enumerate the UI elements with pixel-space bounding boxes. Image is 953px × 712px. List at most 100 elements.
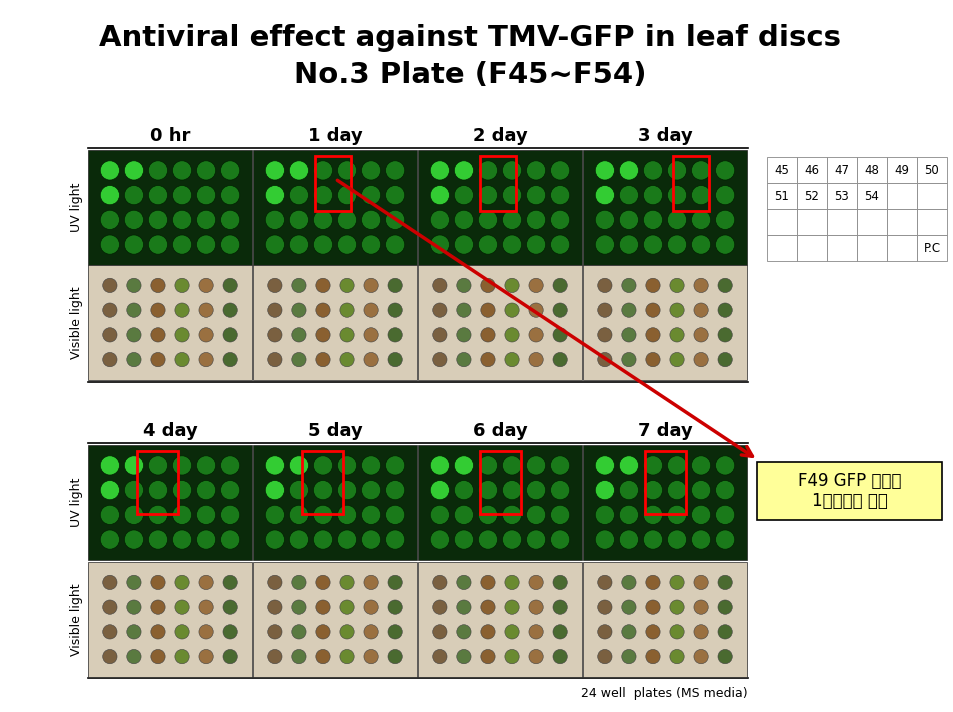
Circle shape — [363, 575, 377, 590]
Circle shape — [199, 575, 213, 590]
Bar — [253, 562, 416, 677]
Circle shape — [223, 575, 237, 590]
Text: 51: 51 — [774, 189, 789, 202]
Circle shape — [339, 600, 354, 614]
Circle shape — [100, 186, 119, 205]
Circle shape — [149, 235, 168, 254]
Circle shape — [268, 575, 282, 590]
Circle shape — [339, 575, 354, 590]
Circle shape — [693, 649, 707, 664]
Circle shape — [504, 624, 518, 639]
Circle shape — [691, 506, 710, 525]
Bar — [826, 209, 856, 235]
Text: 2 day: 2 day — [473, 127, 527, 145]
Circle shape — [315, 278, 330, 293]
Circle shape — [595, 456, 614, 475]
Circle shape — [618, 161, 638, 180]
Bar — [479, 156, 516, 211]
Circle shape — [149, 186, 168, 205]
Circle shape — [172, 456, 192, 475]
Circle shape — [642, 530, 662, 549]
Circle shape — [268, 303, 282, 318]
Circle shape — [477, 506, 497, 525]
Circle shape — [313, 530, 333, 549]
Circle shape — [480, 600, 495, 614]
Text: 6 day: 6 day — [473, 422, 527, 440]
Circle shape — [598, 303, 612, 318]
Circle shape — [100, 161, 119, 180]
Circle shape — [667, 481, 686, 500]
Circle shape — [553, 278, 567, 293]
Circle shape — [149, 481, 168, 500]
Bar — [886, 183, 916, 209]
Bar — [137, 451, 178, 514]
Circle shape — [645, 600, 659, 614]
Circle shape — [598, 328, 612, 342]
Circle shape — [526, 161, 545, 180]
Bar — [796, 157, 826, 183]
Circle shape — [642, 161, 662, 180]
Circle shape — [151, 303, 165, 318]
Circle shape — [103, 303, 117, 318]
Circle shape — [718, 575, 732, 590]
Bar — [916, 209, 946, 235]
Circle shape — [480, 278, 495, 293]
Circle shape — [550, 210, 569, 229]
Circle shape — [124, 235, 143, 254]
Circle shape — [268, 600, 282, 614]
Circle shape — [454, 210, 473, 229]
Circle shape — [265, 456, 284, 475]
Circle shape — [502, 530, 521, 549]
Text: Antiviral effect against TMV-GFP in leaf discs: Antiviral effect against TMV-GFP in leaf… — [99, 24, 841, 52]
Circle shape — [199, 352, 213, 367]
Circle shape — [172, 235, 192, 254]
Circle shape — [430, 506, 449, 525]
Text: UV light: UV light — [70, 183, 83, 232]
Circle shape — [385, 506, 404, 525]
Circle shape — [691, 456, 710, 475]
Circle shape — [693, 575, 707, 590]
Circle shape — [430, 161, 449, 180]
Circle shape — [691, 161, 710, 180]
Circle shape — [528, 303, 542, 318]
Bar — [88, 562, 252, 677]
Circle shape — [268, 328, 282, 342]
Circle shape — [645, 624, 659, 639]
Circle shape — [174, 624, 189, 639]
Circle shape — [199, 649, 213, 664]
Circle shape — [502, 506, 521, 525]
Bar — [582, 445, 746, 560]
Circle shape — [388, 352, 402, 367]
Bar — [253, 150, 416, 265]
Circle shape — [292, 649, 306, 664]
Circle shape — [618, 235, 638, 254]
Circle shape — [385, 235, 404, 254]
Circle shape — [550, 530, 569, 549]
Circle shape — [642, 506, 662, 525]
Circle shape — [199, 303, 213, 318]
Circle shape — [196, 481, 215, 500]
Text: Visible light: Visible light — [70, 583, 83, 656]
Text: 7 day: 7 day — [638, 422, 692, 440]
Bar — [88, 265, 252, 380]
Circle shape — [480, 352, 495, 367]
Circle shape — [595, 506, 614, 525]
Circle shape — [480, 649, 495, 664]
Circle shape — [642, 481, 662, 500]
Circle shape — [430, 186, 449, 205]
Circle shape — [315, 624, 330, 639]
Circle shape — [618, 506, 638, 525]
Circle shape — [715, 481, 734, 500]
Circle shape — [127, 303, 141, 318]
Bar — [582, 562, 746, 677]
Circle shape — [361, 481, 380, 500]
Circle shape — [528, 328, 542, 342]
Circle shape — [718, 303, 732, 318]
Circle shape — [289, 210, 308, 229]
Text: 46: 46 — [803, 164, 819, 177]
Circle shape — [528, 352, 542, 367]
Circle shape — [361, 210, 380, 229]
Bar — [644, 451, 685, 514]
Circle shape — [149, 161, 168, 180]
Circle shape — [339, 278, 354, 293]
